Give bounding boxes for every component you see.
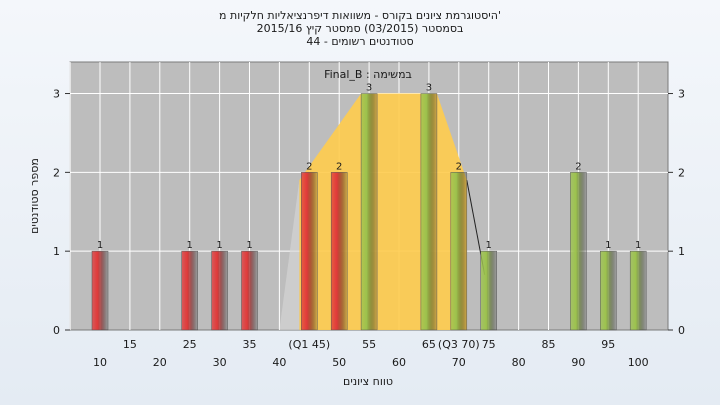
- bar-value-label: 1: [246, 240, 252, 251]
- y-tick-label-left: 2: [53, 166, 60, 179]
- histogram-bar: [91, 250, 109, 331]
- x-tick-label-lower: 20: [153, 356, 167, 369]
- y-tick-label-left: 1: [53, 245, 60, 258]
- bar-value-label: 3: [426, 83, 432, 94]
- bar-value-label: 1: [605, 240, 611, 251]
- x-tick-label-upper: 15: [123, 338, 137, 351]
- bar-value-label: 1: [486, 240, 492, 251]
- y-tick-label-left: 3: [53, 88, 60, 101]
- histogram-bar: [600, 250, 617, 331]
- x-tick-label-upper: 65: [422, 338, 436, 351]
- histogram-bar: [570, 172, 587, 331]
- x-tick-label-lower: 50: [332, 356, 346, 369]
- x-tick-label-upper: (Q3 70): [438, 338, 480, 351]
- x-tick-label-lower: 80: [512, 356, 526, 369]
- x-tick-label-upper: 35: [243, 338, 257, 351]
- x-tick-label-lower: 100: [628, 356, 649, 369]
- chart-title-line-1: היסטוגרמת ציונים בקורס - משוואות דיפרנצי…: [219, 9, 501, 22]
- histogram-bar: [241, 250, 258, 331]
- y-tick-label-right: 1: [678, 245, 685, 258]
- histogram-bar: [480, 250, 497, 331]
- bar-value-label: 1: [187, 240, 193, 251]
- x-tick-label-upper: (Q1 45): [288, 338, 330, 351]
- x-tick-label-lower: 30: [213, 356, 227, 369]
- x-tick-label-upper: 85: [542, 338, 556, 351]
- y-tick-label-right: 2: [678, 166, 685, 179]
- y-tick-label-left: 0: [53, 324, 60, 337]
- y-axis-label: מספר סטודנטים: [28, 158, 41, 234]
- x-tick-label-lower: 70: [452, 356, 466, 369]
- histogram-bar: [301, 172, 318, 331]
- y-tick-label-right: 0: [678, 324, 685, 337]
- histogram-bar: [629, 250, 647, 331]
- bar-value-label: 2: [336, 161, 342, 172]
- x-axis-label: טווח ציונים: [343, 375, 393, 388]
- x-tick-label-upper: 25: [183, 338, 197, 351]
- bar-value-label: 2: [306, 161, 312, 172]
- x-tick-label-lower: 60: [392, 356, 406, 369]
- y-tick-label-right: 3: [678, 88, 685, 101]
- histogram-bar: [360, 93, 378, 331]
- chart-title-line-3: 44 - סטודנטים רשומים: [306, 35, 414, 48]
- histogram-bar: [330, 172, 348, 331]
- x-tick-label-upper: 95: [601, 338, 615, 351]
- bar-value-label: 2: [456, 161, 462, 172]
- x-tick-label-lower: 40: [272, 356, 286, 369]
- chart-title-line-2: בסמסטר (03/2015) סמסטר קיץ 2015/16: [256, 22, 464, 35]
- chart-titles: היסטוגרמת ציונים בקורס - משוואות דיפרנצי…: [0, 9, 720, 48]
- bar-value-label: 3: [366, 83, 372, 94]
- histogram-bar: [181, 250, 198, 331]
- histogram-bar: [420, 93, 438, 331]
- bar-value-label: 1: [635, 240, 641, 251]
- x-tick-label-lower: 10: [93, 356, 107, 369]
- x-tick-label-upper: 75: [482, 338, 496, 351]
- x-tick-label-lower: 90: [571, 356, 585, 369]
- bar-value-label: 1: [216, 240, 222, 251]
- bar-value-label: 2: [575, 161, 581, 172]
- histogram-bar: [211, 250, 228, 331]
- x-tick-label-upper: 55: [362, 338, 376, 351]
- bar-value-label: 1: [97, 240, 103, 251]
- series-label: Final_B : במשימה: [324, 68, 412, 81]
- band-shadow: [279, 180, 300, 330]
- histogram-bar: [450, 172, 468, 331]
